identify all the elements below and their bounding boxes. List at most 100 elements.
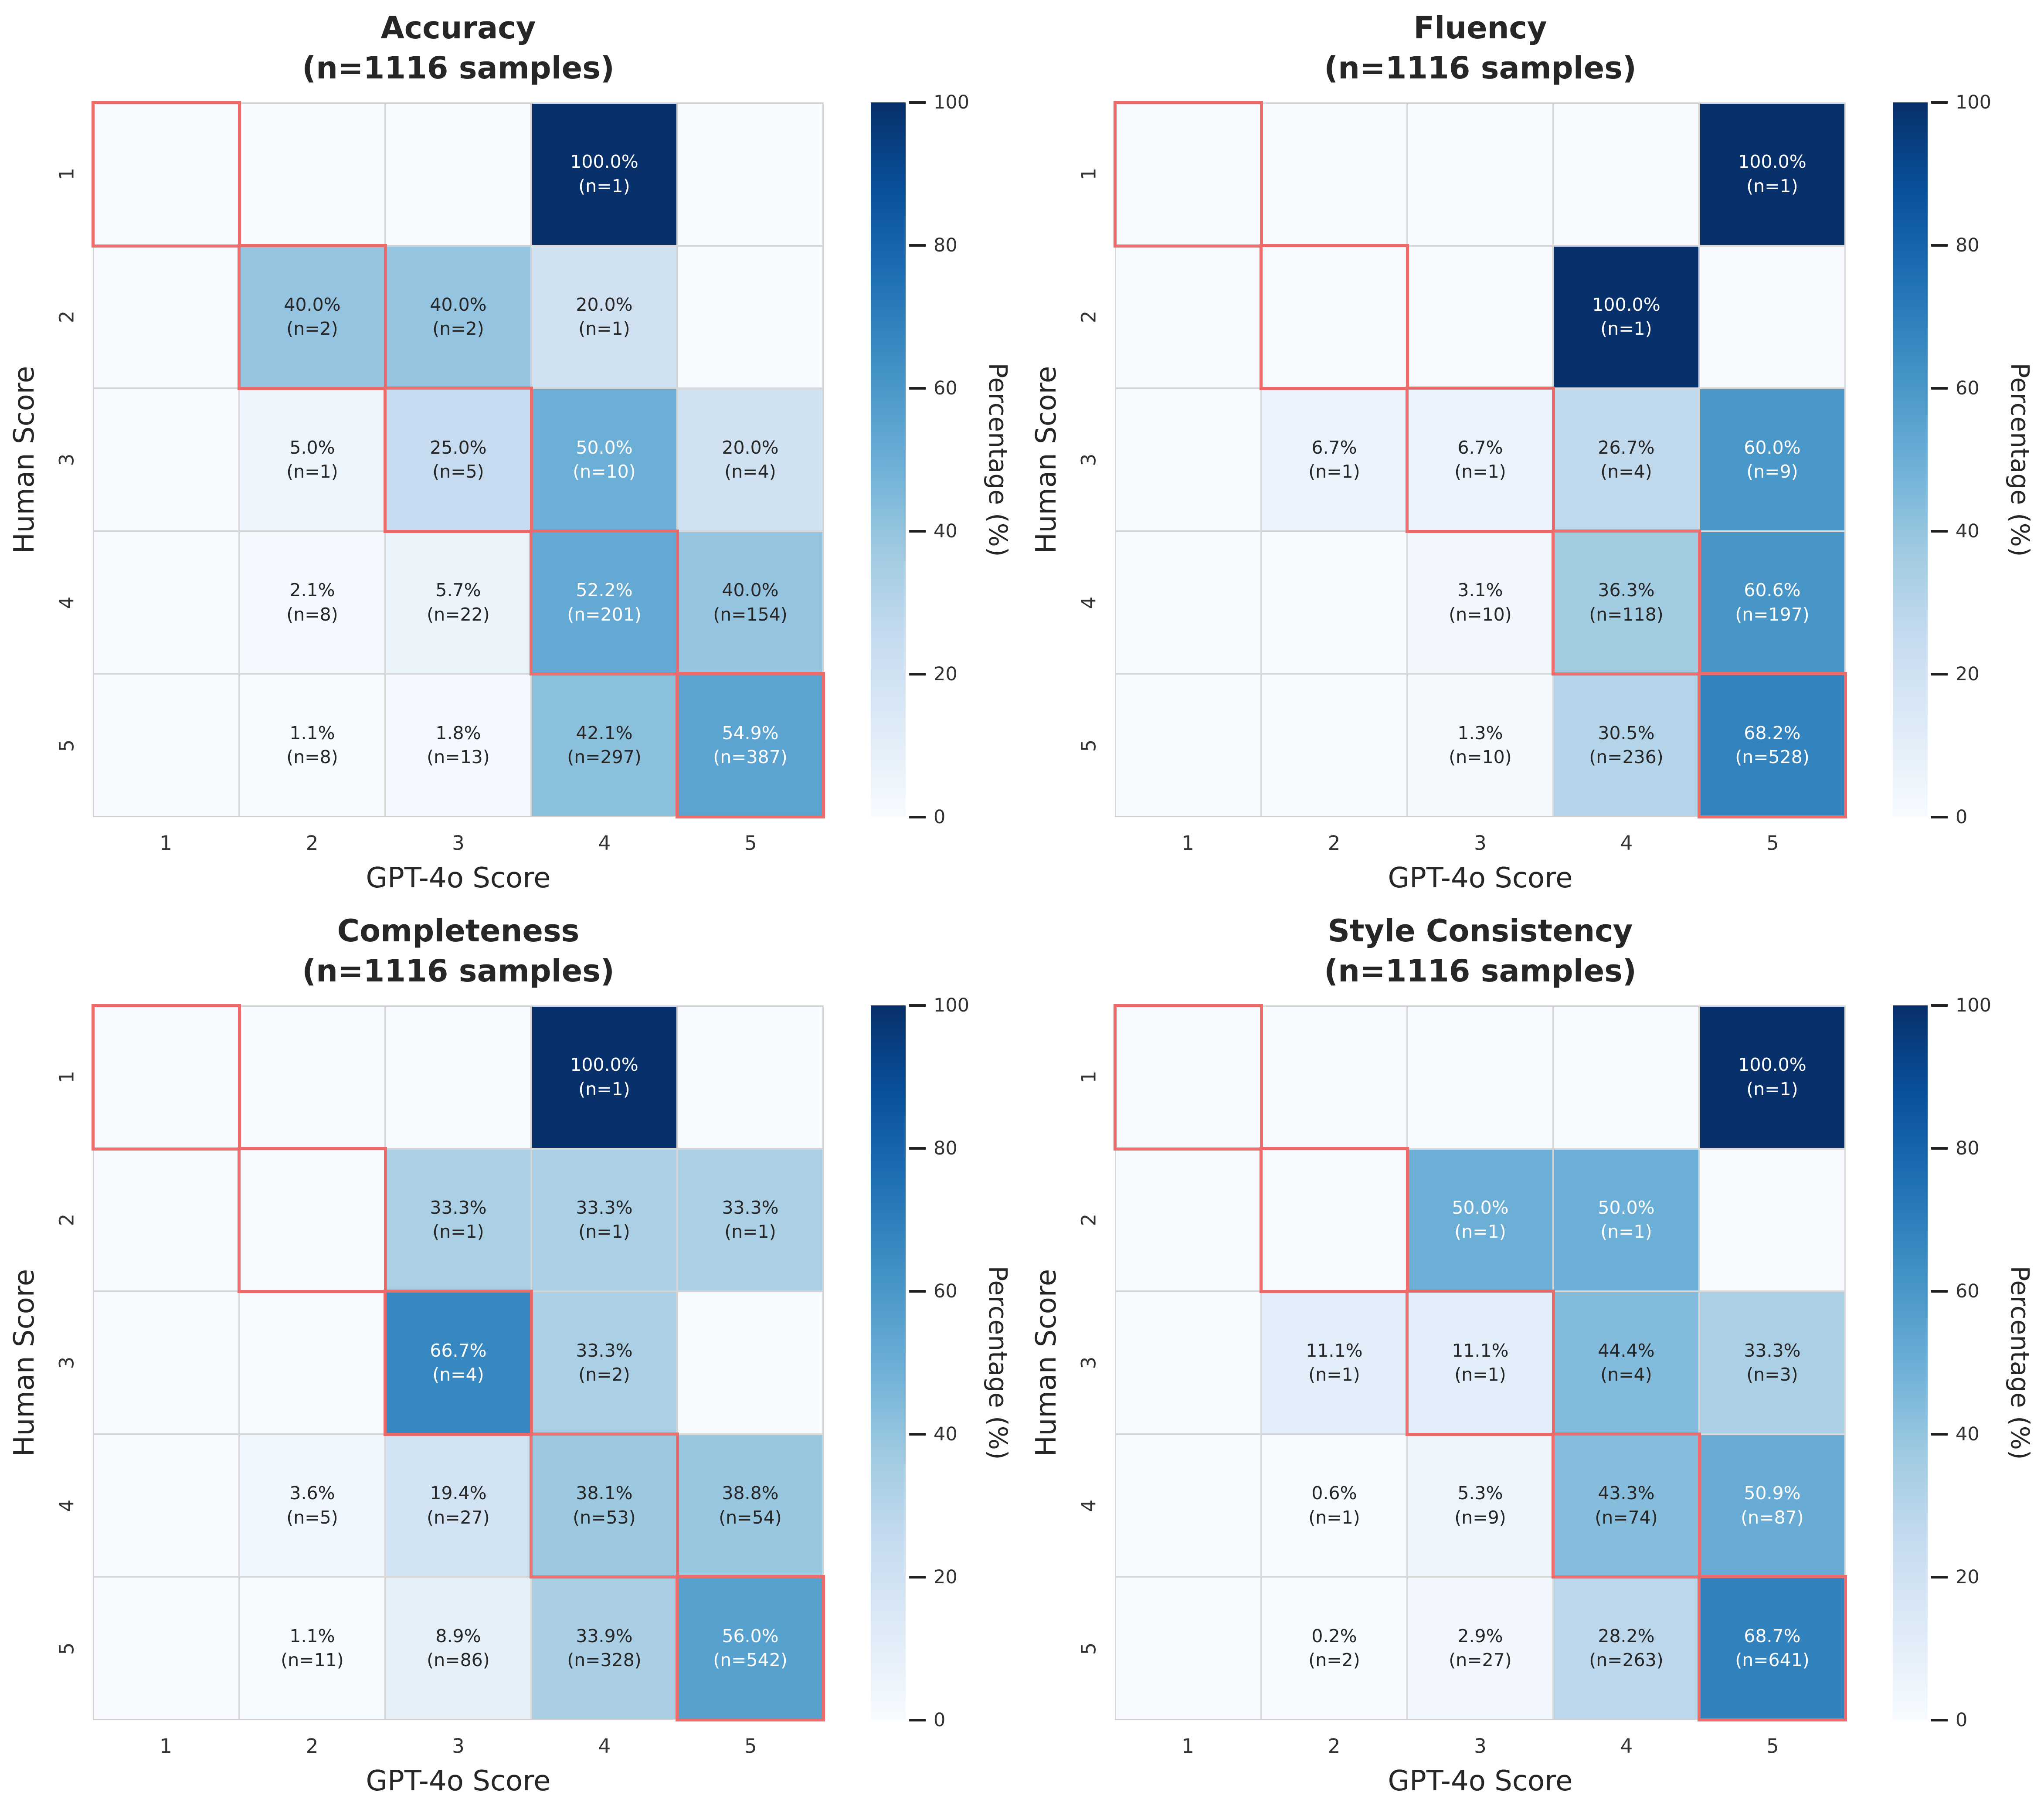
y-tick-label: 5	[47, 1636, 86, 1662]
cell-count: (n=11)	[281, 1650, 344, 1671]
y-tick-label: 5	[1069, 1636, 1108, 1662]
x-tick-label: 3	[1474, 1735, 1487, 1758]
heatmap-cell	[1116, 246, 1260, 388]
colorbar-gradient	[1893, 102, 1928, 817]
cell-count: (n=641)	[1735, 1650, 1810, 1671]
cell-percentage: 33.3%	[1744, 1340, 1801, 1361]
colorbar-label: Percentage (%)	[1994, 1005, 2044, 1720]
cell-percentage: 43.3%	[1598, 1483, 1655, 1504]
colorbar-tick-mark	[909, 1004, 926, 1007]
heatmap-cell: 100.0% (n=1)	[532, 104, 676, 245]
cell-count: (n=1)	[1600, 1221, 1652, 1242]
y-tick-label-text: 5	[55, 739, 78, 752]
heatmap-cell	[1116, 389, 1260, 530]
colorbar-tick-mark	[909, 1719, 926, 1721]
y-axis-label: Human Score	[1022, 1005, 1073, 1720]
panel-title: Accuracy (n=1116 samples)	[93, 8, 824, 88]
cell-percentage: 1.1%	[289, 1625, 335, 1646]
y-tick-label-text: 2	[55, 1213, 78, 1226]
y-tick-label: 1	[47, 1064, 86, 1090]
heatmap-cell	[678, 104, 822, 245]
cell-percentage: 56.0%	[722, 1625, 779, 1646]
colorbar-tick-label: 80	[1956, 1137, 1979, 1159]
heatmap-cell	[1554, 104, 1698, 245]
y-tick-label: 2	[47, 1207, 86, 1233]
cell-count: (n=1)	[578, 1078, 630, 1100]
heatmap-cell: 38.8% (n=54)	[678, 1435, 822, 1576]
cell-count: (n=387)	[713, 747, 788, 768]
colorbar-tick-mark	[909, 244, 926, 247]
x-tick-label: 2	[1328, 1735, 1341, 1758]
cell-count: (n=10)	[1449, 604, 1512, 625]
heatmap-cell: 11.1% (n=1)	[1262, 1292, 1406, 1433]
heatmap-cell	[1554, 1007, 1698, 1148]
heatmap: 100.0% (n=1) 100.0% (n=1) 6.7% (n=1) 6.7% (n=1)…	[1114, 101, 1847, 818]
cell-count: (n=4)	[432, 1364, 484, 1385]
cell-percentage: 5.0%	[289, 437, 335, 458]
x-tick-label: 2	[306, 832, 319, 855]
cell-percentage: 33.3%	[576, 1197, 633, 1219]
heatmap-cell	[1408, 1007, 1552, 1148]
heatmap-cell: 20.0% (n=4)	[678, 389, 822, 530]
panel-subtitle-text: (n=1116 samples)	[302, 50, 615, 86]
cell-count: (n=87)	[1741, 1507, 1804, 1528]
heatmap-cell	[1700, 1149, 1844, 1291]
heatmap-cell: 36.3% (n=118)	[1552, 529, 1701, 676]
y-tick-label: 4	[47, 1493, 86, 1519]
cell-percentage: 44.4%	[1598, 1340, 1655, 1361]
y-tick-label: 2	[1069, 1207, 1108, 1233]
cell-percentage: 60.0%	[1744, 437, 1801, 458]
panel-subtitle-text: (n=1116 samples)	[1324, 953, 1637, 989]
cell-percentage: 11.1%	[1452, 1340, 1509, 1361]
cell-count: (n=1)	[724, 1221, 776, 1242]
colorbar-tick-mark	[1931, 530, 1948, 533]
colorbar-tick-label: 100	[1956, 995, 1992, 1016]
y-tick-label: 2	[1069, 304, 1108, 330]
heatmap-cell	[1262, 532, 1406, 673]
heatmap-cell: 3.1% (n=10)	[1408, 532, 1552, 673]
cell-count: (n=4)	[1600, 1364, 1652, 1385]
colorbar-tick-mark	[1931, 1719, 1948, 1721]
cell-percentage: 50.0%	[1598, 1197, 1655, 1219]
cell-count: (n=263)	[1589, 1650, 1664, 1671]
cell-count: (n=53)	[573, 1507, 636, 1528]
cell-count: (n=8)	[286, 747, 338, 768]
cell-count: (n=2)	[432, 318, 484, 339]
cell-count: (n=2)	[578, 1364, 630, 1385]
heatmap-cell: 52.2% (n=201)	[530, 529, 679, 676]
cell-count: (n=1)	[1746, 1078, 1798, 1100]
cell-percentage: 19.4%	[430, 1483, 487, 1504]
cell-count: (n=1)	[1308, 461, 1360, 482]
cell-count: (n=86)	[427, 1650, 490, 1671]
cell-percentage: 36.3%	[1598, 580, 1655, 601]
colorbar-tick-label: 40	[934, 1423, 957, 1445]
cell-count: (n=1)	[1308, 1364, 1360, 1385]
heatmap-cell: 25.0% (n=5)	[384, 387, 533, 533]
cell-count: (n=5)	[432, 461, 484, 482]
heatmap-cell: 40.0% (n=154)	[678, 532, 822, 673]
colorbar-tick-mark	[909, 1290, 926, 1293]
colorbar-tick-label: 0	[934, 806, 946, 828]
panel-fluency: Fluency (n=1116 samples) Human Score 1 2 3 4 5 1…	[1022, 0, 2044, 903]
cell-percentage: 100.0%	[1738, 151, 1806, 173]
heatmap-cell: 1.3% (n=10)	[1408, 675, 1552, 816]
cell-count: (n=22)	[427, 604, 490, 625]
cell-count: (n=3)	[1746, 1364, 1798, 1385]
heatmap-cell: 33.3% (n=2)	[532, 1292, 676, 1433]
heatmap-cell: 100.0% (n=1)	[1700, 104, 1844, 245]
heatmap-cell: 6.7% (n=1)	[1262, 389, 1406, 530]
y-tick-label: 3	[47, 447, 86, 473]
x-axis-label: GPT-4o Score	[366, 1765, 551, 1797]
heatmap-cell	[678, 1292, 822, 1433]
cell-count: (n=1)	[1454, 1364, 1506, 1385]
cell-count: (n=5)	[286, 1507, 338, 1528]
heatmap-cell: 33.3% (n=3)	[1700, 1292, 1844, 1433]
heatmap-cell	[1700, 246, 1844, 388]
cell-count: (n=1)	[1454, 461, 1506, 482]
y-tick-label-text: 5	[55, 1642, 78, 1655]
colorbar-tick-mark	[1931, 101, 1948, 104]
heatmap-cell: 50.9% (n=87)	[1700, 1435, 1844, 1576]
cell-percentage: 20.0%	[722, 437, 779, 458]
cell-percentage: 66.7%	[430, 1340, 487, 1361]
y-tick-label-text: 4	[55, 1499, 78, 1512]
